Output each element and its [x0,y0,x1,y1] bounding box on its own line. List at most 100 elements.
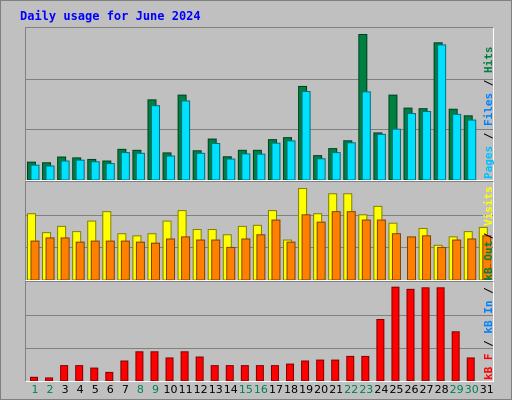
hits-bars [26,33,493,180]
bar-sites-1 [30,240,40,280]
day-label: 30 [464,383,479,396]
bar-files-25 [391,128,401,180]
bar-files-13 [211,142,221,180]
bar-kb-f-12 [195,356,204,381]
day-label: 27 [419,383,434,396]
day-label: 4 [76,383,84,396]
legend-visits: Sites / Visits [482,181,511,279]
bar-kb-f-16 [255,365,264,381]
day-label: 22 [344,383,359,396]
day-label: 15 [238,383,253,396]
bar-files-9 [150,105,160,180]
bar-sites-11 [181,236,191,280]
bar-kb-f-19 [301,360,310,381]
ymax-kbytes: 308893 [5,283,36,333]
day-label: 19 [299,383,314,396]
day-label: 6 [106,383,114,396]
bar-sites-20 [316,221,326,280]
bar-files-16 [256,153,266,180]
bar-files-28 [437,44,447,180]
day-label: 21 [329,383,344,396]
day-label: 18 [284,383,299,396]
day-label: 9 [151,383,159,396]
bar-kb-f-26 [406,288,415,381]
ymax-hits: 10375 [5,31,36,91]
bar-kb-f-5 [90,367,99,381]
day-label: 7 [121,383,129,396]
bar-files-4 [75,159,85,180]
legend-item: Pages [482,145,495,179]
chart-title: Daily usage for June 2024 [20,9,201,23]
bar-kb-f-21 [331,359,340,381]
day-label: 29 [449,383,464,396]
legend-item: kB Out [482,240,495,281]
bar-kb-f-11 [180,351,189,381]
bar-sites-3 [60,237,70,280]
bar-files-8 [135,152,145,180]
bar-kb-f-20 [316,359,325,381]
day-label: 1 [31,383,39,396]
day-label: 16 [253,383,268,396]
legend-item: Hits [482,46,495,74]
bar-files-5 [90,161,100,180]
bar-files-21 [331,152,341,180]
bar-kb-f-14 [225,365,234,381]
bar-kb-f-18 [286,363,295,381]
legend-item: kB F [482,353,495,381]
legend-item: Files [482,92,495,126]
bar-kb-f-24 [376,318,385,381]
kbytes-panel [25,281,494,382]
legend-item: / [482,280,495,301]
bar-kb-f-9 [150,351,159,381]
legend-item: / [482,333,495,354]
day-label: 5 [91,383,99,396]
bar-sites-31 [482,235,492,280]
bar-sites-23 [361,219,371,280]
bar-kb-f-29 [451,331,460,381]
bar-files-7 [120,152,130,180]
bar-files-27 [422,111,432,180]
bar-kb-f-6 [105,371,114,381]
bar-files-23 [361,91,371,180]
bar-kb-f-13 [210,365,219,381]
bar-sites-15 [241,238,251,280]
bar-sites-24 [376,219,386,280]
bar-kb-f-7 [120,360,129,381]
bar-files-14 [226,158,236,180]
bar-sites-30 [467,238,477,280]
bar-kb-f-17 [270,365,279,381]
day-label: 31 [479,383,494,396]
day-label: 25 [389,383,404,396]
bar-files-18 [286,140,296,180]
bar-files-17 [271,142,281,180]
day-label: 12 [193,383,208,396]
bar-files-19 [301,91,311,180]
bar-kb-f-27 [421,287,430,381]
bar-sites-28 [437,246,447,280]
bar-files-1 [30,164,40,180]
bar-sites-21 [331,211,341,280]
bar-sites-8 [135,241,145,280]
bar-kb-f-1 [30,376,38,381]
bar-sites-9 [150,242,160,280]
legend-item: / [482,73,495,93]
day-label: 8 [136,383,144,396]
day-label: 14 [223,383,238,396]
bar-sites-26 [407,236,416,280]
bar-sites-19 [301,214,311,280]
bar-files-3 [60,160,70,180]
bar-kb-f-8 [135,351,144,381]
bar-sites-12 [196,239,206,280]
bar-kb-f-4 [75,365,84,381]
legend-hits: Pages / Files / Hits [482,27,511,180]
legend-item: Visits [482,186,495,226]
day-label: 10 [163,383,178,396]
day-label: 11 [178,383,193,396]
kbytes-bars [26,286,493,381]
day-axis: 1 2 3 4 5 6 7 8 9 10 11 12 13 14 15 16 17 18 19 20 21 22 23 24 2… [25,383,494,397]
day-label: 3 [61,383,69,396]
day-label: 17 [268,383,283,396]
bar-sites-22 [346,211,356,280]
bar-sites-14 [226,246,236,280]
